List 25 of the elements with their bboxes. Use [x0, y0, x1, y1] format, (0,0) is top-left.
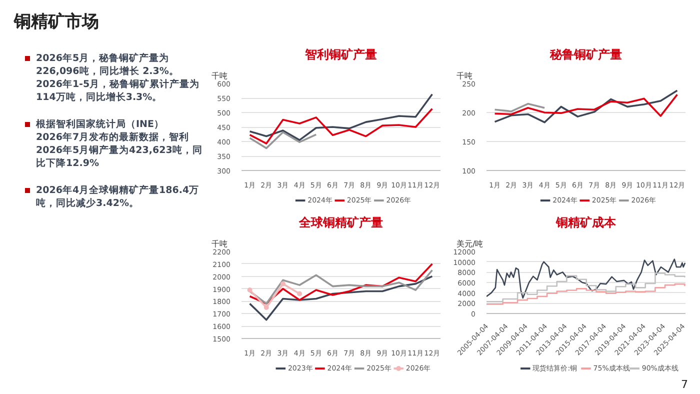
point: [247, 288, 252, 293]
point: [297, 291, 302, 296]
point: [264, 304, 269, 310]
y-axis-title: 千吨: [212, 240, 228, 248]
line-series: [494, 102, 546, 112]
text: 7: [680, 377, 688, 393]
y-axis-title: 美元/吨: [456, 240, 484, 248]
text: 根据智利国家统计局（INE） 2026年7月发布的最新数据，智利2026年5月铜产量为423,623吨，同比下降12.9%: [36, 118, 204, 170]
text: 铜精矿市场: [12, 11, 99, 34]
line-series: [248, 275, 434, 321]
line-series: [486, 258, 686, 299]
chart-title: 秘鲁铜矿产量: [549, 48, 622, 62]
line-series: [494, 94, 678, 117]
line-series: [248, 108, 434, 144]
chart-title: 铜精矿成本: [555, 216, 617, 230]
line-series: [248, 131, 318, 150]
point: [280, 281, 286, 286]
text: 2026年5月，秘鲁铜矿产量为226,096吨，同比增长 2.3%。 2026年1-5月，秘鲁铜矿累计产量为 114万吨，同比增长3.3%。: [36, 52, 201, 104]
chart-title: 智利铜矿产量: [304, 48, 377, 62]
line-series: [494, 90, 678, 124]
chart-title: 全球铜精矿产量: [298, 216, 383, 230]
y-axis-title: 千吨: [456, 72, 472, 80]
text: 2026年4月全球铜精矿产量186.4万吨，同比减少3.42%。: [36, 184, 200, 210]
line-series: [248, 93, 434, 141]
y-axis-title: 千吨: [212, 72, 228, 80]
